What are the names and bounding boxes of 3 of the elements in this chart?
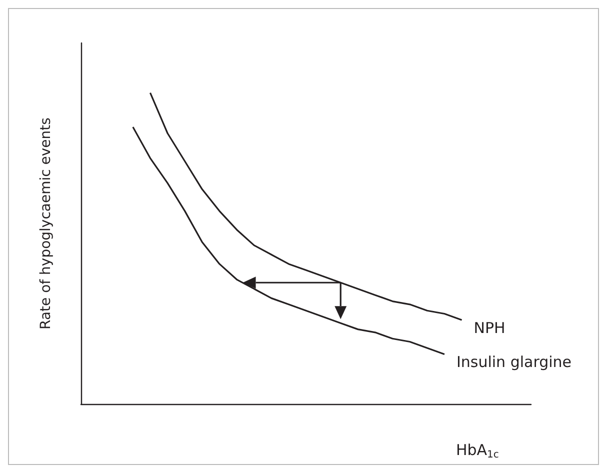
series-label: Insulin glargine <box>456 353 572 372</box>
series-label: NPH <box>474 318 506 337</box>
y-axis-title: Rate of hypoglycaemic events <box>38 118 54 330</box>
